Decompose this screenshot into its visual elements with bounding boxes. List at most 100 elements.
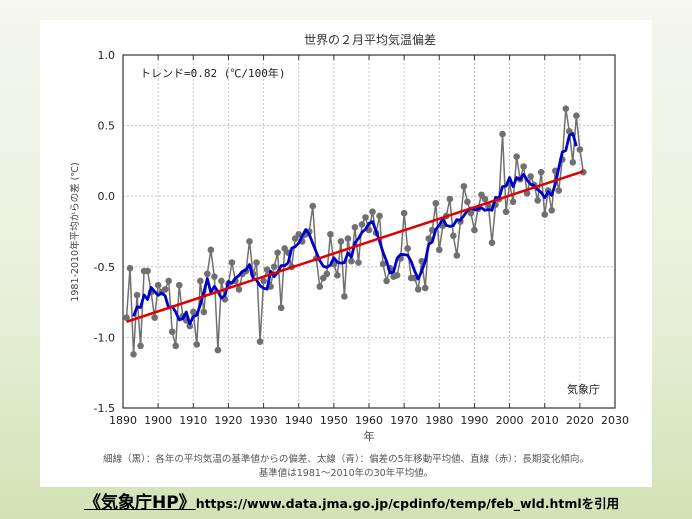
annual-anomaly-point <box>200 308 208 316</box>
annual-anomaly-point <box>520 163 527 170</box>
y-tick-label: -1.5 <box>94 402 115 415</box>
credit-label: 気象庁 <box>567 382 600 396</box>
chart-title: 世界の２月平均気温偏差 <box>304 32 436 47</box>
annual-anomaly-point <box>485 202 492 210</box>
x-tick-label: 1890 <box>109 414 137 427</box>
x-tick-label: 2020 <box>566 414 594 427</box>
annual-anomaly-point <box>569 159 577 166</box>
y-axis-label: 1981-2010年平均からの差 (℃) <box>69 162 81 301</box>
annual-anomaly-point <box>499 130 506 138</box>
annual-anomaly-point <box>235 286 243 293</box>
y-tick-label: -1.0 <box>94 331 115 344</box>
annual-anomaly-point <box>467 209 475 217</box>
x-tick-label: 1940 <box>285 414 313 427</box>
x-tick-label: 1910 <box>179 414 207 427</box>
annual-anomaly-point <box>358 221 366 228</box>
y-tick-label: 1.0 <box>98 49 116 62</box>
x-tick-label: 1990 <box>460 414 488 427</box>
x-tick-label: 2000 <box>496 414 524 427</box>
annual-anomaly-point <box>513 153 520 160</box>
annual-anomaly-point <box>548 207 556 214</box>
annual-anomaly-point <box>277 304 285 312</box>
annual-anomaly-point <box>151 314 158 321</box>
annual-anomaly-point <box>355 259 362 266</box>
trend-line <box>126 170 584 323</box>
annual-anomaly-point <box>204 270 211 278</box>
annual-anomaly-point <box>270 263 278 271</box>
annual-anomaly-point <box>197 277 204 285</box>
annual-anomaly-point <box>541 211 549 218</box>
source-label: 《気象庁HP》 <box>84 493 196 513</box>
annual-anomaly-point <box>464 198 471 206</box>
annual-anomaly-point <box>130 351 137 358</box>
annual-anomaly-point <box>393 271 401 279</box>
trend-annotation: トレンド=0.82 (℃/100年) <box>140 66 285 80</box>
annual-anomaly-point <box>348 257 355 265</box>
annual-anomaly-point <box>193 341 201 348</box>
annual-anomaly-point <box>175 281 183 289</box>
annual-anomaly-point <box>566 127 573 135</box>
annual-anomaly-point <box>211 273 218 280</box>
x-tick-label: 1950 <box>320 414 348 427</box>
annual-anomaly-point <box>337 238 345 245</box>
annual-anomaly-point <box>327 231 334 238</box>
annual-anomaly-point <box>228 259 236 266</box>
annual-anomaly-point <box>400 209 408 217</box>
annual-anomaly-point <box>450 232 457 240</box>
annual-anomaly-point <box>137 342 144 350</box>
annual-anomaly-point <box>537 168 545 176</box>
annual-anomaly-point <box>246 238 253 245</box>
annual-anomaly-point <box>362 214 369 221</box>
annual-anomaly-point <box>351 223 359 231</box>
x-axis-label: 年 <box>364 429 375 443</box>
annual-anomaly-point <box>446 195 454 203</box>
x-tick-label: 1920 <box>214 414 242 427</box>
annual-anomaly-point <box>425 235 433 242</box>
temperature-anomaly-chart: 世界の２月平均気温偏差 1.0 0.5 0.0 -0.5 -1.0 -1.5 1890 19… <box>69 32 629 479</box>
annual-anomaly-point <box>189 308 197 316</box>
annual-anomaly-point <box>421 284 429 292</box>
annual-anomaly-point <box>369 208 376 216</box>
annual-anomaly-point <box>260 277 267 285</box>
annual-anomaly-point <box>161 286 169 293</box>
x-tick-label: 2030 <box>601 414 629 427</box>
annual-anomaly-point <box>168 328 176 336</box>
annual-anomaly-point <box>186 322 194 330</box>
source-citation: 《気象庁HP》https://www.data.jma.go.jp/cpdinf… <box>84 488 619 513</box>
annual-anomaly-point <box>481 195 489 203</box>
annual-anomaly-point <box>253 259 260 266</box>
annual-anomaly-point <box>453 252 461 259</box>
annual-anomaly-point <box>154 281 162 289</box>
source-url: https://www.data.jma.go.jp/cpdinfo/temp/… <box>195 496 620 511</box>
annual-anomaly-point <box>576 146 584 153</box>
annual-anomaly-point <box>165 277 172 285</box>
y-tick-label: 0.0 <box>98 190 116 203</box>
y-tick-label: -0.5 <box>94 261 115 274</box>
annual-anomaly-point <box>404 245 411 252</box>
moving-average-line <box>132 132 578 326</box>
annual-anomaly-point <box>435 246 443 254</box>
annual-anomaly-point <box>527 173 534 180</box>
annual-anomaly-point <box>172 342 180 350</box>
x-tick-label: 1980 <box>425 414 453 427</box>
annual-anomaly-point <box>509 198 517 206</box>
annual-anomaly-point <box>309 202 317 210</box>
annual-anomaly-point <box>334 271 341 279</box>
annual-anomaly-point <box>133 291 141 299</box>
annual-anomaly-point <box>207 246 215 254</box>
annual-anomaly-point <box>295 231 303 238</box>
annual-anomaly-point <box>263 266 271 273</box>
annual-anomaly-point <box>274 249 281 256</box>
annual-anomaly-point <box>471 226 478 234</box>
annual-anomaly-point <box>144 267 151 275</box>
annual-anomaly-point <box>214 346 222 354</box>
annual-anomaly-point <box>502 208 510 216</box>
annual-anomaly-point <box>488 239 496 247</box>
annual-anomaly-point <box>562 105 570 112</box>
annual-anomaly-point <box>218 277 225 285</box>
x-tick-label: 1900 <box>144 414 172 427</box>
annual-anomaly-point <box>383 277 390 285</box>
annual-anomaly-point <box>414 286 422 293</box>
caption-line-2: 基準値は1981～2010年の30年平均値。 <box>259 467 433 479</box>
x-tick-label: 1930 <box>250 414 278 427</box>
